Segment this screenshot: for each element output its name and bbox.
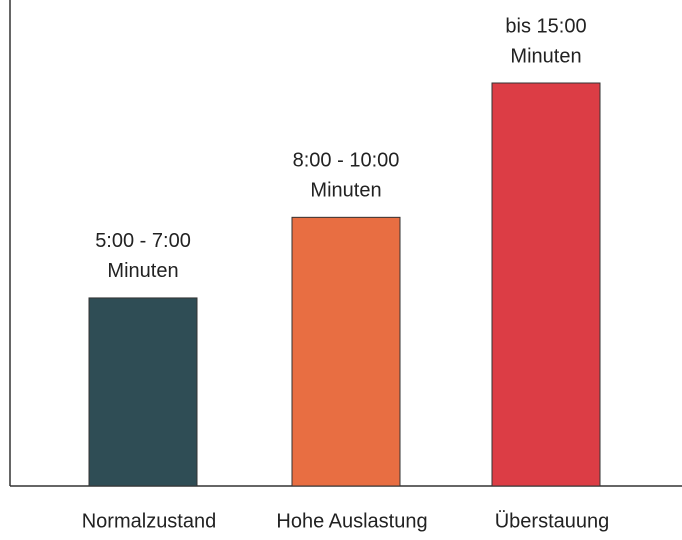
x-tick-label: Normalzustand — [82, 510, 217, 532]
value-label: Minuten — [107, 260, 178, 282]
value-label: bis 15:00 — [505, 15, 586, 37]
bar — [491, 82, 601, 487]
value-label: 5:00 - 7:00 — [95, 230, 191, 252]
value-label: Minuten — [510, 45, 581, 67]
x-tick-label: Hohe Auslastung — [276, 510, 427, 532]
bar — [291, 216, 401, 487]
value-label: Minuten — [310, 180, 381, 202]
x-tick-label: Überstauung — [495, 510, 610, 532]
bar — [88, 297, 198, 487]
value-label: 8:00 - 10:00 — [293, 150, 400, 172]
